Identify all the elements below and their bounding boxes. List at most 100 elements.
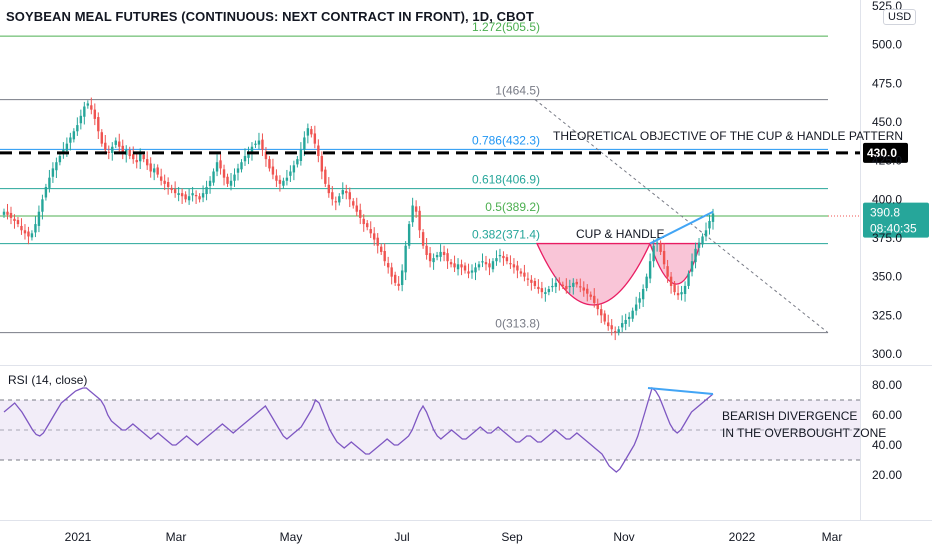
candle bbox=[512, 258, 516, 274]
candle-body bbox=[446, 253, 449, 262]
candle bbox=[163, 174, 166, 191]
candle-body bbox=[502, 255, 505, 259]
rsi-indicator-label[interactable]: RSI (14, close) bbox=[8, 373, 88, 387]
candle bbox=[104, 134, 107, 155]
candle-body bbox=[163, 180, 166, 184]
time-axis[interactable]: 2021 Mar May Jul Sep Nov 2022 Mar bbox=[65, 530, 843, 544]
candle-body bbox=[306, 128, 310, 136]
price-axis[interactable]: 525.0500.0475.0450.0425.0400.0375.0350.0… bbox=[872, 0, 902, 361]
candle bbox=[369, 221, 372, 238]
candle bbox=[271, 158, 275, 180]
candle-body bbox=[173, 189, 177, 194]
candle-body bbox=[187, 196, 191, 201]
candle-body bbox=[456, 264, 460, 270]
candle bbox=[624, 313, 627, 331]
candle-body bbox=[30, 233, 34, 238]
candle bbox=[2, 208, 6, 218]
candle-body bbox=[481, 261, 484, 263]
candle bbox=[596, 298, 599, 316]
candle bbox=[58, 152, 62, 166]
overlay-drawings[interactable]: THEORETICAL OBJECTIVE OF THE CUP & HANDL… bbox=[0, 129, 929, 245]
candle-body bbox=[236, 168, 240, 173]
candle-body bbox=[516, 265, 519, 271]
candle-body bbox=[257, 140, 261, 145]
candle bbox=[390, 262, 393, 285]
candle-body bbox=[366, 223, 369, 228]
candle-body bbox=[442, 251, 446, 256]
cup-and-handle-drawing[interactable] bbox=[535, 242, 701, 306]
candle bbox=[289, 165, 292, 183]
candle-body bbox=[37, 211, 41, 226]
candle bbox=[393, 271, 397, 286]
candle-body bbox=[83, 106, 86, 117]
candle-body bbox=[159, 176, 163, 181]
candle bbox=[177, 186, 180, 202]
candle bbox=[72, 128, 76, 143]
fib-level-label: 0.618(406.9) bbox=[472, 173, 540, 187]
candle-body bbox=[519, 271, 523, 274]
objective-price-tag[interactable]: 430.0 bbox=[863, 142, 908, 163]
candle bbox=[334, 196, 337, 211]
candle bbox=[6, 203, 9, 220]
fib-retracement[interactable]: 1.272(505.5) 1(464.5) 0.786(432.3) 0.618(40… bbox=[0, 20, 860, 334]
candle bbox=[373, 227, 376, 246]
candle bbox=[376, 233, 379, 254]
candle-body bbox=[575, 281, 578, 285]
candle-body bbox=[421, 232, 425, 246]
candle bbox=[152, 163, 156, 181]
candle bbox=[460, 259, 463, 276]
candle bbox=[170, 184, 173, 194]
candle bbox=[212, 168, 215, 186]
candle-body bbox=[470, 270, 474, 273]
cup-shape[interactable] bbox=[535, 242, 652, 306]
candle-body bbox=[55, 162, 58, 171]
price-tick-label: 450.0 bbox=[872, 115, 902, 129]
candle bbox=[680, 285, 683, 301]
candle-body bbox=[261, 139, 264, 150]
candle bbox=[631, 307, 634, 322]
candle bbox=[414, 200, 418, 218]
candle bbox=[48, 169, 51, 193]
candle bbox=[505, 254, 509, 265]
candle-body bbox=[607, 322, 610, 327]
rsi-axis[interactable]: 80.00 60.00 40.00 20.00 bbox=[872, 378, 902, 482]
candle-body bbox=[659, 243, 662, 252]
candle-body bbox=[282, 180, 285, 186]
candle-body bbox=[474, 267, 477, 273]
candle-body bbox=[271, 166, 275, 175]
candle bbox=[261, 133, 264, 157]
fib-level-label: 0.5(389.2) bbox=[485, 200, 540, 214]
candle bbox=[484, 255, 488, 271]
objective-annotation: THEORETICAL OBJECTIVE OF THE CUP & HANDL… bbox=[553, 129, 903, 143]
candle bbox=[83, 101, 86, 125]
price-tick-label: 475.0 bbox=[872, 76, 902, 90]
candle-body bbox=[65, 143, 69, 151]
candle bbox=[345, 184, 348, 200]
candle-body bbox=[565, 285, 568, 290]
candle-body bbox=[299, 149, 303, 161]
candle bbox=[687, 270, 690, 290]
currency-button[interactable]: USD bbox=[883, 9, 917, 25]
candle-body bbox=[208, 180, 212, 187]
candle-body bbox=[488, 263, 491, 268]
candle-body bbox=[289, 171, 292, 176]
candle-body bbox=[530, 279, 533, 283]
rsi-tick-label: 80.00 bbox=[872, 378, 902, 392]
candle bbox=[292, 160, 296, 181]
rsi-band bbox=[0, 400, 860, 460]
candle-body bbox=[292, 165, 296, 173]
candle-body bbox=[449, 262, 453, 265]
candle-body bbox=[250, 146, 254, 153]
fib-trend-diagonal[interactable] bbox=[534, 99, 829, 334]
candle-body bbox=[86, 103, 90, 106]
rsi-divergence-line[interactable] bbox=[647, 387, 714, 395]
candle bbox=[317, 139, 320, 163]
candle-body bbox=[589, 294, 592, 297]
candle-body bbox=[145, 159, 149, 166]
candle bbox=[697, 238, 701, 256]
candle bbox=[442, 245, 446, 262]
price-tick-label: 400.0 bbox=[872, 192, 902, 206]
rsi-line bbox=[3, 386, 714, 473]
price-trend-line[interactable] bbox=[649, 210, 714, 245]
last-price-tag[interactable]: 390.8 08:40:35 bbox=[863, 202, 929, 238]
